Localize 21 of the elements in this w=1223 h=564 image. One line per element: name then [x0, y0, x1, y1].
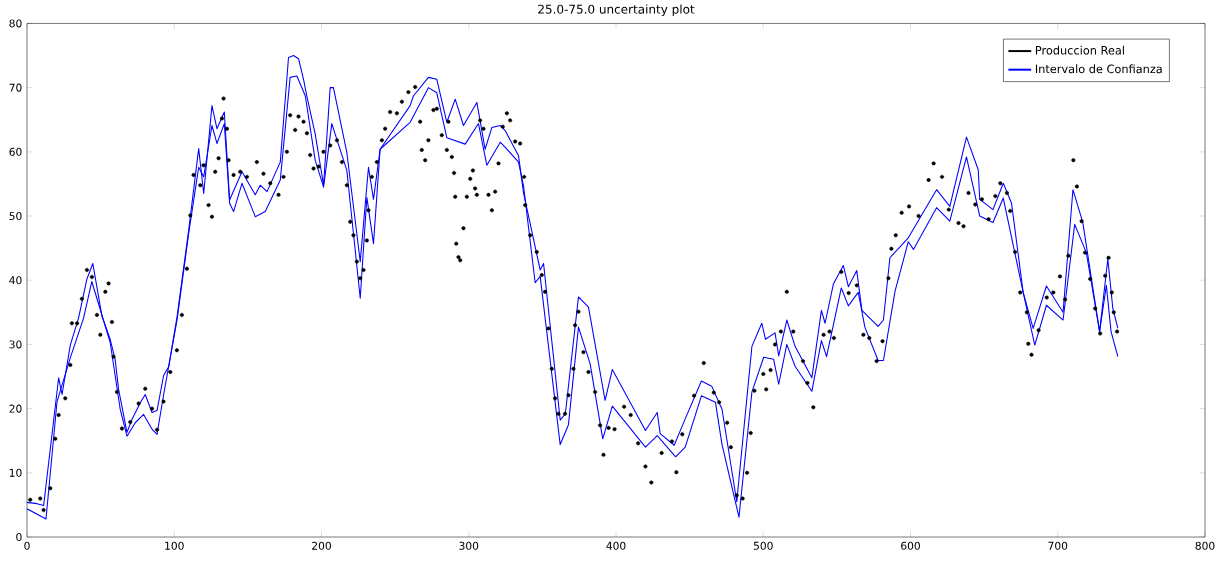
y-tick-label: 10 — [9, 468, 22, 477]
chart-title: 25.0-75.0 uncertainty plot — [538, 4, 695, 17]
y-tick-label: 20 — [9, 404, 22, 413]
legend-label: Produccion Real — [1035, 45, 1124, 55]
x-tick-label: 800 — [1195, 541, 1215, 550]
x-tick-label: 100 — [165, 541, 184, 550]
x-tick-label: 200 — [312, 541, 331, 550]
x-tick-label: 500 — [753, 541, 773, 550]
y-tick-label: 30 — [9, 340, 22, 349]
y-tick-label: 0 — [16, 533, 22, 542]
x-tick-label: 300 — [459, 541, 479, 550]
y-tick-label: 80 — [9, 19, 22, 28]
y-tick-label: 50 — [9, 212, 22, 221]
y-tick-label: 40 — [9, 276, 22, 285]
x-tick-label: 600 — [901, 541, 920, 550]
legend-label: Intervalo de Confianza — [1035, 64, 1162, 74]
x-tick-label: 400 — [606, 541, 626, 550]
x-tick-label: 0 — [24, 541, 30, 550]
x-tick-label: 700 — [1048, 541, 1068, 550]
y-tick-label: 60 — [9, 147, 22, 156]
y-tick-label: 70 — [9, 83, 22, 92]
